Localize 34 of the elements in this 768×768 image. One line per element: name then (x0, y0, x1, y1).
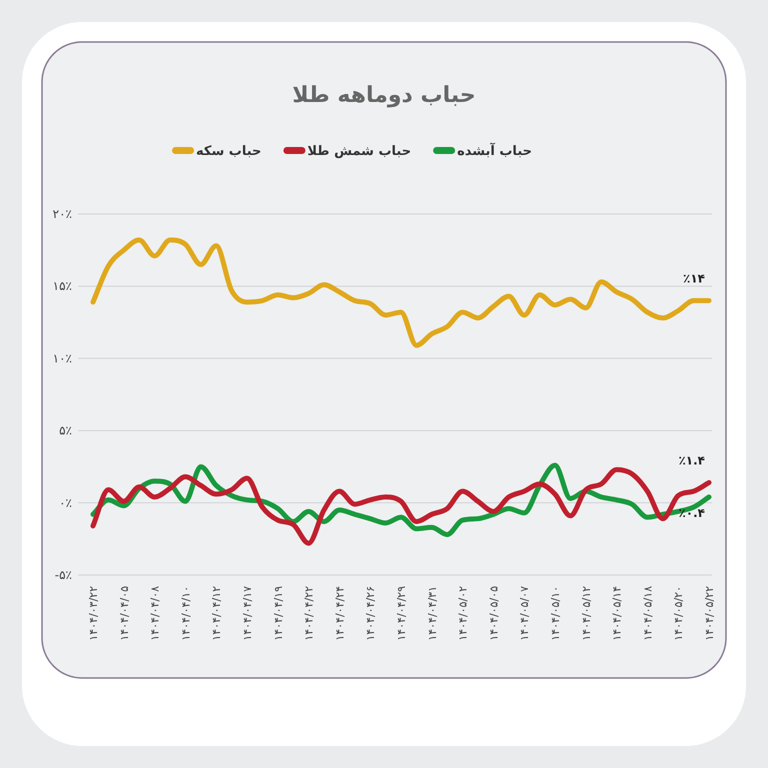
data-label: ٪۱.۴ (678, 454, 705, 468)
x-tick-label: ۱۴۰۴/۰۴/۳۱ (426, 586, 439, 641)
x-tick-label: ۱۴۰۴/۰۴/۲۶ (364, 586, 378, 641)
data-label: ٪۱۴ (683, 272, 705, 286)
y-tick-label: -۵٪ (54, 568, 72, 582)
x-tick-label: ۱۴۰۴/۰۴/۲۴ (333, 586, 346, 641)
x-tick-label: ۱۴۰۴/۰۴/۱۲ (210, 586, 224, 641)
x-tick-label: ۱۴۰۴/۰۵/۱۸ (641, 586, 654, 641)
chart-title: حباب دوماهه طلا (292, 83, 476, 108)
x-tick-label: ۱۴۰۴/۰۴/۱۷ (241, 586, 254, 641)
y-tick-label: ۲۰٪ (52, 207, 72, 221)
x-tick-label: ۱۴۰۴/۰۵/۱۴ (610, 586, 624, 641)
data-label: ٪۰.۴ (678, 506, 705, 520)
y-tick-label: ۱۰٪ (52, 351, 72, 366)
x-tick-label: ۱۴۰۴/۰۴/۰۵ (118, 586, 131, 641)
x-tick-label: ۱۴۰۴/۰۵/۰۷ (518, 586, 532, 641)
x-tick-label: ۱۴۰۴/۰۳/۲۲ (87, 586, 100, 641)
x-tick-label: ۱۴۰۴/۰۴/۲۹ (395, 586, 408, 641)
x-tick-label: ۱۴۰۴/۰۴/۲۲ (302, 586, 316, 641)
x-tick-label: ۱۴۰۴/۰۴/۱۰ (179, 586, 192, 641)
legend-label: حباب آبشده (457, 142, 532, 159)
y-tick-label: ۱۵٪ (52, 279, 72, 294)
x-tick-label: ۱۴۰۴/۰۴/۰۸ (148, 586, 162, 641)
x-tick-label: ۱۴۰۴/۰۵/۲۰ (672, 586, 686, 641)
x-tick-label: ۱۴۰۴/۰۴/۱۹ (272, 586, 285, 641)
legend-label: حباب شمش طلا (307, 144, 412, 159)
x-tick-label: ۱۴۰۴/۰۵/۰۵ (487, 586, 500, 641)
y-tick-label: ۰٪ (59, 496, 72, 510)
x-tick-label: ۱۴۰۴/۰۵/۱۰ (549, 586, 562, 641)
x-tick-label: ۱۴۰۴/۰۵/۲۲ (703, 586, 716, 641)
y-tick-label: ۵٪ (59, 424, 72, 438)
x-tick-label: ۱۴۰۴/۰۵/۱۲ (580, 586, 593, 641)
legend-label: حباب سکه (196, 144, 262, 159)
x-tick-label: ۱۴۰۴/۰۵/۰۲ (456, 586, 470, 641)
